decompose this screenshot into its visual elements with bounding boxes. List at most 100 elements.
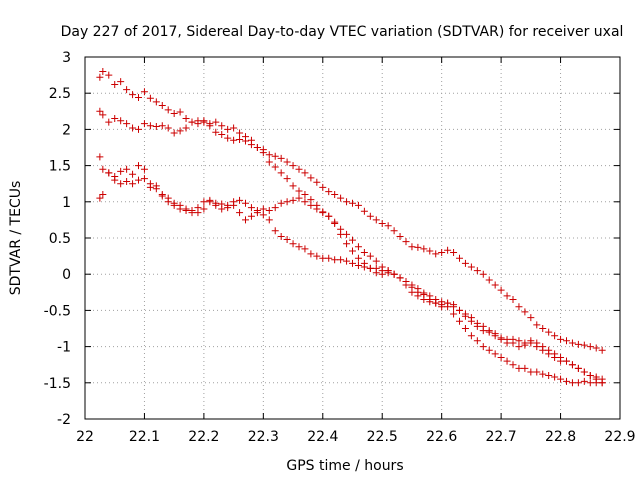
data-point xyxy=(242,199,249,207)
data-point xyxy=(408,243,416,251)
data-point xyxy=(527,339,535,347)
data-point xyxy=(473,267,481,275)
data-point xyxy=(283,158,291,166)
data-point xyxy=(503,339,511,347)
data-point xyxy=(598,346,606,354)
data-point xyxy=(337,256,345,264)
data-point xyxy=(384,269,392,277)
data-point xyxy=(563,357,570,365)
data-point xyxy=(545,350,553,358)
data-point xyxy=(200,117,208,125)
data-point xyxy=(557,357,565,365)
data-point xyxy=(277,154,285,162)
y-axis-label: SDTVAR / TECUs xyxy=(8,181,24,296)
data-point xyxy=(158,102,166,110)
plot-frame xyxy=(84,56,621,420)
data-point xyxy=(420,245,428,253)
data-point xyxy=(473,322,481,330)
series-track-4 xyxy=(96,169,606,383)
data-point xyxy=(200,205,208,213)
data-point xyxy=(146,94,154,102)
data-point xyxy=(242,133,249,141)
y-tick-labels: 3 2.5 2 1.5 1 0.5 0 -0.5 -1 -1.5 -2 xyxy=(44,50,71,428)
data-point xyxy=(586,343,594,351)
data-point xyxy=(557,335,565,343)
data-point xyxy=(354,243,362,251)
data-point xyxy=(129,124,137,132)
y-tick-label: -1.5 xyxy=(44,376,71,392)
data-point xyxy=(176,127,184,135)
data-point xyxy=(140,175,148,183)
data-point xyxy=(574,340,582,348)
data-point xyxy=(247,212,255,220)
data-point xyxy=(551,353,559,361)
data-point xyxy=(503,357,511,365)
data-point xyxy=(129,170,137,178)
data-point xyxy=(259,211,267,219)
data-point xyxy=(307,250,315,258)
data-point xyxy=(349,199,356,207)
data-point xyxy=(271,152,279,160)
data-point xyxy=(372,264,380,272)
y-tick-label: -0.5 xyxy=(44,303,71,319)
data-point xyxy=(236,136,244,144)
data-point xyxy=(360,248,368,256)
data-point xyxy=(557,375,565,383)
data-point xyxy=(230,124,238,132)
data-point xyxy=(170,109,178,117)
data-point xyxy=(289,182,297,190)
data-point xyxy=(200,198,208,206)
data-point xyxy=(188,118,196,126)
data-point xyxy=(224,134,232,142)
data-point xyxy=(135,125,142,133)
data-point xyxy=(96,73,104,81)
data-point xyxy=(568,361,576,369)
data-point xyxy=(283,175,291,183)
data-point xyxy=(117,78,125,86)
data-point xyxy=(563,337,570,345)
data-point xyxy=(135,162,142,170)
x-tick-label: 22 xyxy=(76,429,94,445)
data-point xyxy=(456,254,463,262)
data-point xyxy=(253,209,261,217)
chart-title: Day 227 of 2017, Sidereal Day-to-day VTE… xyxy=(61,24,624,40)
data-point xyxy=(467,263,475,271)
x-tick-label: 22.5 xyxy=(367,429,398,445)
data-point xyxy=(360,207,368,215)
data-point xyxy=(539,346,547,354)
data-point xyxy=(378,220,386,228)
data-point xyxy=(563,377,570,385)
data-point xyxy=(295,243,303,251)
data-point xyxy=(539,370,547,378)
data-point xyxy=(491,350,499,358)
data-point xyxy=(408,283,416,291)
data-point xyxy=(533,321,541,329)
data-point xyxy=(253,144,261,151)
data-point xyxy=(123,86,131,94)
data-point xyxy=(117,180,125,188)
data-point xyxy=(307,174,315,182)
data-point xyxy=(349,236,356,244)
data-point xyxy=(99,111,107,119)
data-point xyxy=(444,299,452,307)
y-tick-label: 1.5 xyxy=(49,159,71,175)
data-point xyxy=(343,240,351,248)
data-point xyxy=(271,163,279,171)
data-point xyxy=(295,194,303,202)
data-point xyxy=(99,67,107,75)
x-tick-label: 22.6 xyxy=(426,429,457,445)
data-point xyxy=(396,233,404,241)
data-point xyxy=(598,375,606,383)
data-points xyxy=(96,67,606,387)
x-axis-label: GPS time / hours xyxy=(286,458,403,474)
data-point xyxy=(301,169,309,177)
y-tick-label: 2 xyxy=(62,122,71,138)
data-point xyxy=(354,262,362,270)
data-point xyxy=(456,317,463,325)
data-point xyxy=(509,335,517,343)
data-point xyxy=(301,245,309,253)
data-point xyxy=(384,222,392,230)
data-point xyxy=(182,124,190,132)
data-point xyxy=(271,204,279,212)
data-point xyxy=(105,71,113,79)
